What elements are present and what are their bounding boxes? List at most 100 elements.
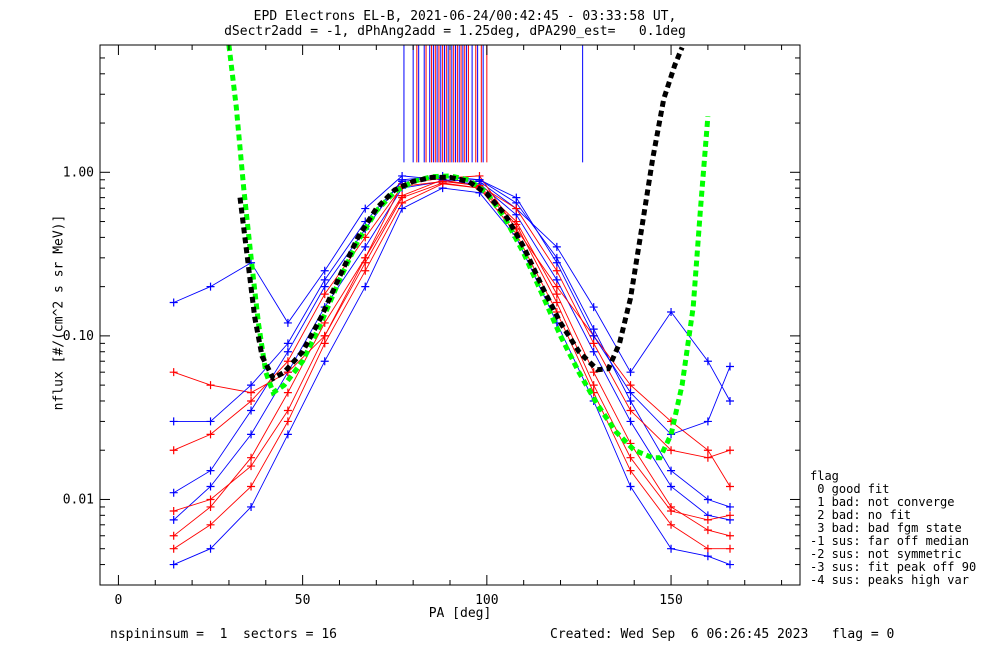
axes-layer: 0 50 100 150 0.01 0.10 1.00 (63, 44, 801, 608)
data-point (589, 303, 598, 312)
data-series-line (173, 180, 731, 459)
data-point (552, 298, 561, 307)
data-point (247, 482, 256, 491)
data-point (626, 381, 635, 390)
data-point (283, 406, 292, 415)
legend-item: -3 sus: fit peak off 90 (810, 560, 977, 574)
data-series-line (173, 182, 731, 521)
data-point (247, 462, 256, 471)
data-layer (169, 45, 734, 569)
data-point (169, 488, 178, 497)
legend-item: 0 good fit (810, 482, 890, 496)
x-tick-label: 50 (295, 593, 311, 608)
data-point (206, 482, 215, 491)
legend-title: flag (810, 469, 839, 483)
data-point (169, 417, 178, 426)
data-point (703, 417, 712, 426)
data-point (552, 290, 561, 299)
legend-item: -2 sus: not symmetric (810, 547, 962, 561)
data-point (398, 193, 407, 202)
data-point (283, 388, 292, 397)
x-tick-label: 150 (659, 593, 682, 608)
flag-legend: flag 0 good fit 1 bad: not converge 2 ba… (810, 470, 976, 587)
data-point (726, 560, 734, 569)
data-point (320, 290, 329, 299)
fit-curve (226, 45, 711, 461)
data-point (206, 544, 215, 553)
data-point (726, 544, 734, 553)
footer-spin-info: nspininsum = 1 sectors = 16 (110, 627, 337, 642)
legend-item: -1 sus: far off median (810, 534, 969, 548)
data-point (726, 446, 734, 455)
data-point (475, 175, 484, 184)
data-point (206, 502, 215, 511)
data-point (320, 282, 329, 291)
data-point (361, 242, 370, 251)
data-point (283, 347, 292, 356)
data-point (206, 381, 215, 390)
data-point (169, 507, 178, 516)
data-point (667, 482, 676, 491)
data-point (589, 347, 598, 356)
data-point (320, 266, 329, 275)
data-point (247, 388, 256, 397)
fit-curve (237, 46, 685, 382)
data-point (726, 531, 734, 540)
data-point (283, 430, 292, 439)
data-point (703, 453, 712, 462)
data-point (512, 193, 521, 202)
data-point (726, 482, 734, 491)
data-point (626, 453, 635, 462)
legend-item: 3 bad: bad fgm state (810, 521, 962, 535)
data-point (206, 417, 215, 426)
data-point (169, 298, 178, 307)
data-point (247, 453, 256, 462)
data-point (398, 204, 407, 213)
y-tick-label: 1.00 (63, 165, 94, 180)
data-point (169, 560, 178, 569)
data-point (667, 520, 676, 529)
data-point (206, 282, 215, 291)
data-point (726, 511, 734, 520)
legend-item: 1 bad: not converge (810, 495, 955, 509)
data-point (552, 282, 561, 291)
data-point (247, 381, 256, 390)
y-axis-label: nflux [#/(cm^2 s sr MeV)] (51, 214, 67, 411)
data-point (247, 406, 256, 415)
chart-title-line-2: dSectr2add = -1, dPhAng2add = 1.25deg, d… (224, 24, 686, 39)
data-point (626, 406, 635, 415)
data-point (626, 396, 635, 405)
x-tick-label: 100 (475, 593, 498, 608)
data-point (320, 331, 329, 340)
data-point (438, 179, 447, 188)
data-point (726, 362, 734, 371)
data-point (726, 502, 734, 511)
data-point (552, 258, 561, 267)
data-point (703, 357, 712, 366)
data-point (361, 266, 370, 275)
data-point (589, 381, 598, 390)
data-point (667, 507, 676, 516)
data-point (589, 339, 598, 348)
data-point (169, 368, 178, 377)
data-point (320, 275, 329, 284)
data-point (283, 357, 292, 366)
data-point (361, 282, 370, 291)
data-series-line (173, 180, 731, 521)
data-point (283, 417, 292, 426)
data-point (169, 446, 178, 455)
data-point (169, 531, 178, 540)
data-point (283, 318, 292, 327)
data-point (703, 544, 712, 553)
data-point (589, 325, 598, 334)
data-point (206, 520, 215, 529)
data-series-line (173, 179, 731, 537)
data-point (206, 430, 215, 439)
y-tick-label: 0.10 (63, 329, 94, 344)
data-point (703, 495, 712, 504)
data-point (703, 515, 712, 524)
data-point (283, 339, 292, 348)
data-point (667, 466, 676, 475)
data-point (361, 258, 370, 267)
